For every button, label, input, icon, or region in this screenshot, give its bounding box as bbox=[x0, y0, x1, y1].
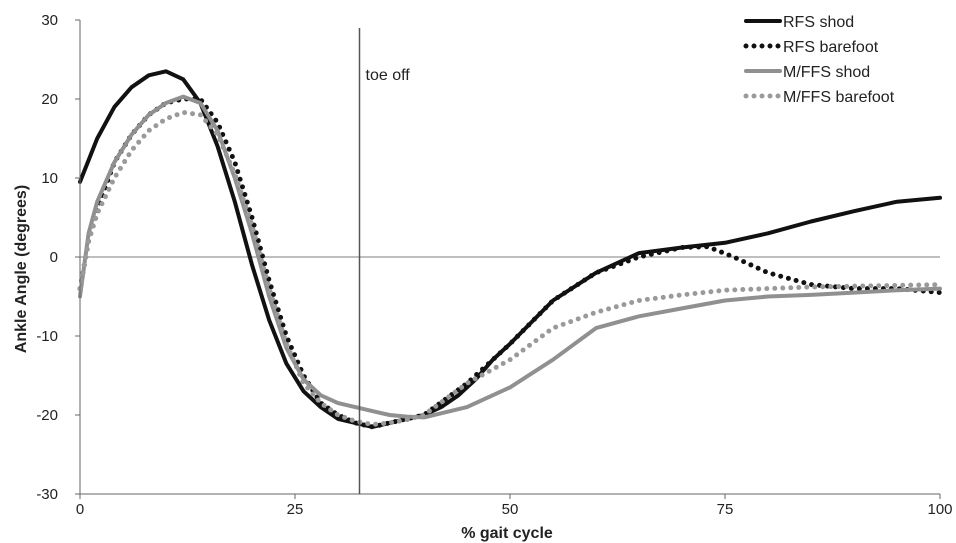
annotation-layer: toe off bbox=[358, 28, 411, 494]
x-tick-label: 50 bbox=[502, 501, 519, 518]
series-line-4 bbox=[77, 109, 943, 427]
x-axis-title: % gait cycle bbox=[461, 525, 553, 542]
y-tick-label: -10 bbox=[36, 328, 58, 345]
x-tick-label: 0 bbox=[76, 501, 84, 518]
series-line-3 bbox=[78, 94, 942, 420]
y-tick-label: 10 bbox=[41, 170, 58, 187]
y-axis-title: Ankle Angle (degrees) bbox=[13, 185, 30, 353]
series-layer bbox=[77, 69, 943, 430]
legend-label: M/FFS shod bbox=[783, 64, 870, 81]
x-tick-label: 75 bbox=[717, 501, 734, 518]
x-tick-label: 100 bbox=[927, 501, 952, 518]
legend-label: RFS shod bbox=[783, 14, 854, 31]
series-line-2 bbox=[77, 96, 943, 430]
y-tick-label: -20 bbox=[36, 407, 58, 424]
legend-label: M/FFS barefoot bbox=[783, 89, 895, 106]
y-tick-label: 30 bbox=[41, 12, 58, 29]
legend-label: RFS barefoot bbox=[783, 39, 879, 56]
y-tick-label: 0 bbox=[50, 249, 58, 266]
toe-off-label: toe off bbox=[366, 67, 411, 84]
series-line-1 bbox=[78, 69, 942, 429]
x-tick-label: 25 bbox=[287, 501, 304, 518]
y-tick-label: 20 bbox=[41, 91, 58, 108]
axis-layer: -30 -20 -10 0 10 20 30 0 25 50 75 100 % gait cycle An… bbox=[13, 12, 953, 542]
y-tick-label: -30 bbox=[36, 486, 58, 503]
legend: RFS shod RFS barefoot M/FFS shod M/FFS bare… bbox=[743, 14, 895, 106]
